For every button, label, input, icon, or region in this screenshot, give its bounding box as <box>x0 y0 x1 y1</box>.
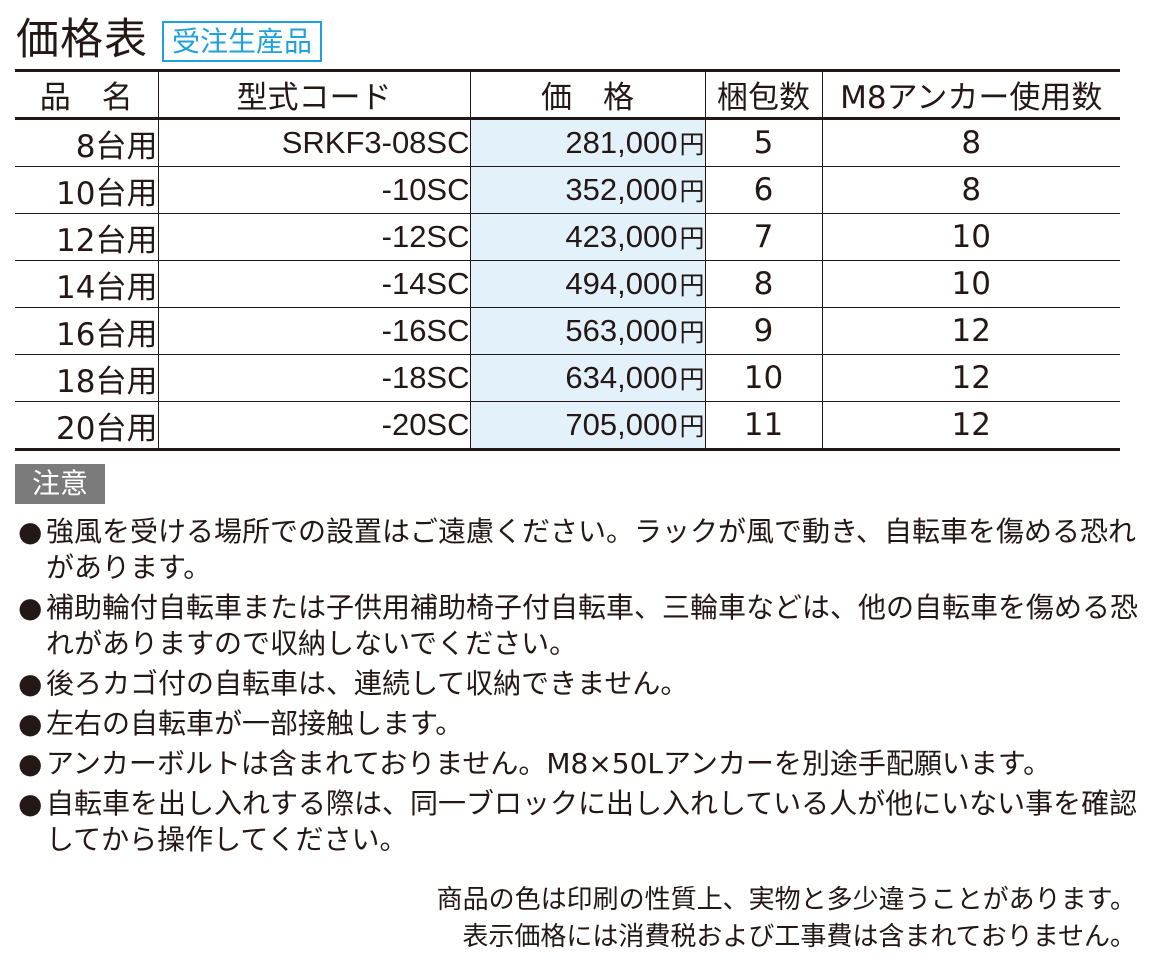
cell-price: 494,000円 <box>469 260 705 308</box>
cell-price: 705,000円 <box>469 401 705 451</box>
notice-item: 左右の自転車が一部接触します。 <box>18 706 1138 742</box>
title-row: 価格表 受注生産品 <box>16 14 323 66</box>
footer-line: 表示価格には消費税および工事費は含まれておりません。 <box>462 922 1136 952</box>
price-unit: 円 <box>679 272 705 300</box>
price-unit: 円 <box>679 319 705 347</box>
header-anchors: M8アンカー使用数 <box>821 70 1120 120</box>
notice-label: 注意 <box>15 464 105 504</box>
cell-packages: 8 <box>704 260 822 308</box>
cell-model: -12SC <box>157 213 470 261</box>
cell-packages: 9 <box>704 307 822 355</box>
price-table-body: 8台用 SRKF3-08SC 281,000円 5 8 10台用 -10SC 352,000円… <box>15 118 1120 451</box>
cell-price: 281,000円 <box>469 118 705 167</box>
header-model: 型式コード <box>157 70 470 120</box>
table-row: 16台用 -16SC 563,000円 9 12 <box>15 307 1120 355</box>
notice-item: 強風を受ける場所での設置はご遠慮ください。ラックが風で動き、自転車を傷める恐れが… <box>18 514 1138 586</box>
cell-name: 16台用 <box>15 307 158 355</box>
cell-packages: 5 <box>704 118 822 167</box>
cell-packages: 6 <box>704 166 822 214</box>
header-packages: 梱包数 <box>704 70 822 120</box>
cell-anchors: 10 <box>821 213 1120 261</box>
price-unit: 円 <box>679 178 705 206</box>
header-name: 品 名 <box>15 70 158 120</box>
table-row: 8台用 SRKF3-08SC 281,000円 5 8 <box>15 118 1120 167</box>
cell-name: 18台用 <box>15 354 158 402</box>
table-row: 14台用 -14SC 494,000円 8 10 <box>15 260 1120 308</box>
price-value: 423,000 <box>565 219 678 254</box>
cell-anchors: 10 <box>821 260 1120 308</box>
cell-price: 352,000円 <box>469 166 705 214</box>
price-value: 494,000 <box>565 266 678 301</box>
header-price: 価 格 <box>469 70 705 120</box>
cell-name: 8台用 <box>15 118 158 167</box>
cell-model: -20SC <box>157 401 470 451</box>
price-value: 563,000 <box>565 313 678 348</box>
table-row: 10台用 -10SC 352,000円 6 8 <box>15 166 1120 214</box>
cell-price: 634,000円 <box>469 354 705 402</box>
cell-model: -18SC <box>157 354 470 402</box>
notice-item: 自転車を出し入れする際は、同一ブロックに出し入れしている人が他にいない事を確認し… <box>18 786 1138 858</box>
price-unit: 円 <box>679 225 705 253</box>
price-unit: 円 <box>679 413 705 441</box>
cell-model: -16SC <box>157 307 470 355</box>
cell-packages: 11 <box>704 401 822 451</box>
cell-model: -14SC <box>157 260 470 308</box>
price-table: 品 名 型式コード 価 格 梱包数 M8アンカー使用数 8台用 SRKF3-08S… <box>15 69 1120 451</box>
price-value: 352,000 <box>565 172 678 207</box>
cell-anchors: 8 <box>821 118 1120 167</box>
cell-name: 20台用 <box>15 401 158 451</box>
cell-anchors: 12 <box>821 307 1120 355</box>
cell-price: 563,000円 <box>469 307 705 355</box>
cell-price: 423,000円 <box>469 213 705 261</box>
price-value: 281,000 <box>565 125 678 160</box>
cell-anchors: 12 <box>821 401 1120 451</box>
price-value: 705,000 <box>565 407 678 442</box>
cell-name: 12台用 <box>15 213 158 261</box>
cell-model: SRKF3-08SC <box>157 118 470 167</box>
notice-item: 後ろカゴ付の自転車は、連続して収納できません。 <box>18 666 1138 702</box>
notice-item: アンカーボルトは含まれておりません。M8×50Lアンカーを別途手配願います。 <box>18 746 1138 782</box>
price-unit: 円 <box>679 366 705 394</box>
price-unit: 円 <box>679 131 705 159</box>
notice-list: 強風を受ける場所での設置はご遠慮ください。ラックが風で動き、自転車を傷める恐れが… <box>18 514 1138 862</box>
price-value: 634,000 <box>565 360 678 395</box>
footer-line: 商品の色は印刷の性質上、実物と多少違うことがあります。 <box>436 885 1136 915</box>
cell-name: 14台用 <box>15 260 158 308</box>
cell-packages: 7 <box>704 213 822 261</box>
table-header-row: 品 名 型式コード 価 格 梱包数 M8アンカー使用数 <box>15 70 1120 120</box>
table-row: 20台用 -20SC 705,000円 11 12 <box>15 401 1120 451</box>
made-to-order-badge: 受注生産品 <box>162 20 323 62</box>
notice-item: 補助輪付自転車または子供用補助椅子付自転車、三輪車などは、他の自転車を傷める恐れ… <box>18 590 1138 662</box>
page-title: 価格表 <box>16 14 148 65</box>
cell-anchors: 12 <box>821 354 1120 402</box>
cell-name: 10台用 <box>15 166 158 214</box>
footer-notes: 商品の色は印刷の性質上、実物と多少違うことがあります。 表示価格には消費税および… <box>437 882 1136 956</box>
cell-packages: 10 <box>704 354 822 402</box>
cell-anchors: 8 <box>821 166 1120 214</box>
table-row: 12台用 -12SC 423,000円 7 10 <box>15 213 1120 261</box>
cell-model: -10SC <box>157 166 470 214</box>
table-row: 18台用 -18SC 634,000円 10 12 <box>15 354 1120 402</box>
